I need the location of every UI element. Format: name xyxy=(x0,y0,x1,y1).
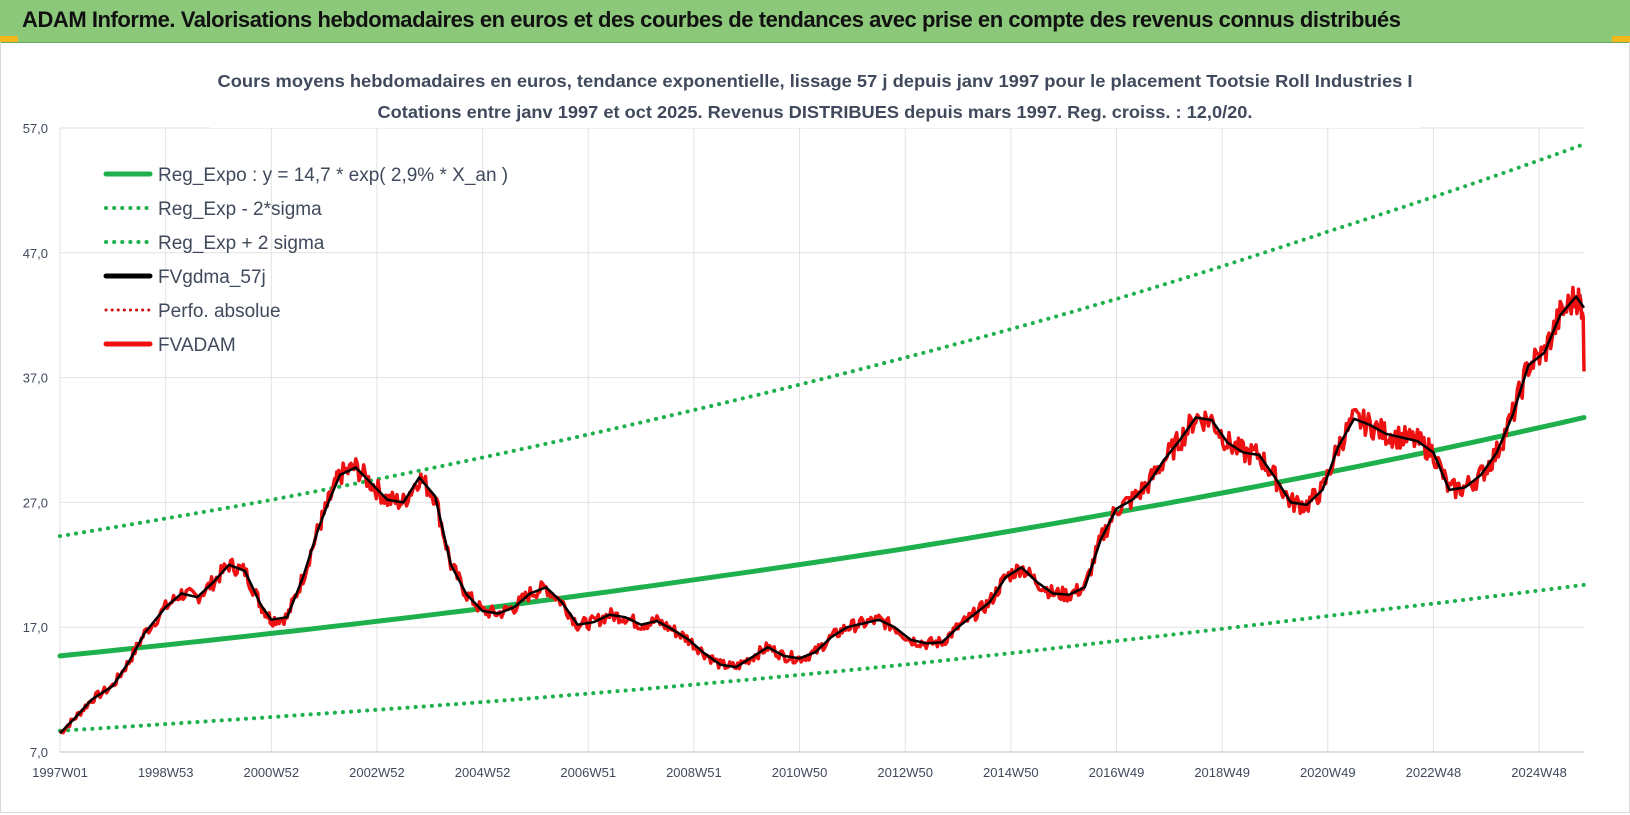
x-tick-label: 2004W52 xyxy=(455,765,511,780)
legend-label: Reg_Expo : y = 14,7 * exp( 2,9% * X_an ) xyxy=(158,165,508,186)
x-tick-label: 2024W48 xyxy=(1511,765,1567,780)
series-reg-exp-2-sigma xyxy=(58,582,1586,733)
legend-label: Reg_Exp + 2 sigma xyxy=(158,233,325,254)
corner-mark-left xyxy=(0,36,18,42)
grid-lines xyxy=(59,127,1584,753)
x-tick-label: 1998W53 xyxy=(138,765,194,780)
x-tick-label: 2012W50 xyxy=(877,765,933,780)
x-tick-label: 1997W01 xyxy=(32,765,88,780)
title-backdrop xyxy=(210,62,1420,128)
y-tick-label: 27,0 xyxy=(23,495,48,510)
legend: Reg_Expo : y = 14,7 * exp( 2,9% * X_an )… xyxy=(103,165,508,356)
x-tick-label: 2000W52 xyxy=(243,765,299,780)
x-tick-label: 2010W50 xyxy=(772,765,828,780)
legend-item: Reg_Expo : y = 14,7 * exp( 2,9% * X_an ) xyxy=(103,165,508,186)
y-tick-label: 57,0 xyxy=(23,121,48,136)
legend-label: Reg_Exp - 2*sigma xyxy=(158,199,322,220)
x-tick-label: 2006W51 xyxy=(560,765,616,780)
x-tick-label: 2016W49 xyxy=(1089,765,1145,780)
legend-label: Perfo. absolue xyxy=(158,301,281,322)
legend-item: Reg_Exp + 2 sigma xyxy=(104,233,325,254)
series-fvadam xyxy=(58,285,1586,735)
header-title: ADAM Informe. Valorisations hebdomadaire… xyxy=(22,7,1401,32)
series-fvgdma-57j xyxy=(59,295,1586,735)
legend-item: FVADAM xyxy=(103,335,236,356)
series-reg-exp-2-sigma xyxy=(58,142,1586,539)
legend-item: Reg_Exp - 2*sigma xyxy=(104,199,322,220)
series-layer xyxy=(57,142,1587,735)
y-tick-label: 7,0 xyxy=(30,745,48,760)
corner-mark-right xyxy=(1612,36,1630,42)
header-banner: ADAM Informe. Valorisations hebdomadaire… xyxy=(0,0,1630,43)
series-reg-expo-y-14-7-exp-2-9-x-an xyxy=(57,415,1587,659)
axis-ticks: 7,0 17,0 27,0 37,0 47,0 57,0 1997W01 1998W53 200… xyxy=(23,121,1567,780)
legend-item: Perfo. absolue xyxy=(104,301,281,322)
y-tick-label: 47,0 xyxy=(23,246,48,261)
chart-subtitle: Cotations entre janv 1997 et oct 2025. R… xyxy=(378,102,1253,122)
legend-label: FVADAM xyxy=(158,335,236,356)
y-tick-label: 17,0 xyxy=(23,620,48,635)
x-tick-label: 2018W49 xyxy=(1194,765,1250,780)
x-tick-label: 2022W48 xyxy=(1406,765,1462,780)
x-tick-label: 2014W50 xyxy=(983,765,1039,780)
x-tick-label: 2008W51 xyxy=(666,765,722,780)
y-tick-label: 37,0 xyxy=(23,371,48,386)
legend-item: FVgdma_57j xyxy=(103,267,266,288)
x-tick-label: 2002W52 xyxy=(349,765,405,780)
x-tick-label: 2020W49 xyxy=(1300,765,1356,780)
chart-title: Cours moyens hebdomadaires en euros, ten… xyxy=(218,71,1413,91)
legend-label: FVgdma_57j xyxy=(158,267,266,288)
